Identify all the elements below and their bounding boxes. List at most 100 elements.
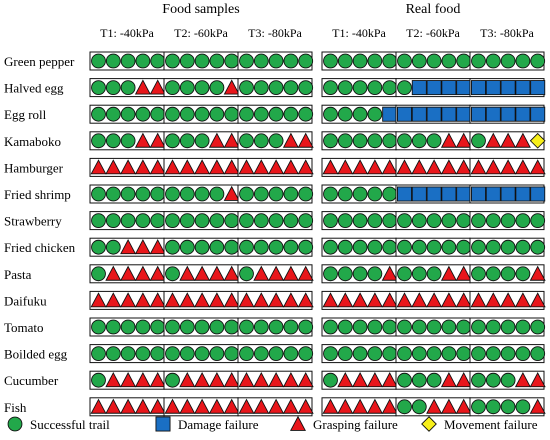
circle-successful-trail-marker (530, 319, 546, 335)
circle-successful-trail-marker (456, 346, 472, 361)
circle-successful-trail-marker (91, 213, 106, 229)
triangle-grasping-failure-marker (440, 159, 457, 175)
circle-successful-trail-marker (179, 213, 195, 229)
square-damage-failure-marker (515, 186, 531, 202)
circle-successful-trail-marker (194, 239, 210, 255)
circle-successful-trail-marker (397, 372, 412, 388)
food-label: Egg roll (4, 107, 47, 122)
circle-successful-trail-marker (194, 80, 210, 96)
circle-successful-trail-marker (283, 213, 299, 229)
circle-successful-trail-marker (105, 213, 121, 229)
triangle-grasping-failure-marker (282, 159, 299, 175)
circle-successful-trail-marker (337, 186, 353, 202)
circle-successful-trail-marker (367, 186, 383, 202)
triangle-grasping-failure-marker (529, 398, 546, 414)
triangle-grasping-failure-marker (455, 371, 472, 388)
circle-successful-trail-marker (485, 399, 501, 415)
circle-successful-trail-marker (298, 213, 314, 229)
square-damage-failure-marker (456, 106, 472, 122)
circle-successful-trail-marker (382, 186, 398, 202)
food-row: Boilded egg (4, 344, 546, 364)
circle-successful-trail-marker (150, 186, 166, 202)
legend-label: Damage failure (178, 417, 259, 432)
square-damage-failure-marker (441, 106, 457, 122)
circle-successful-trail-marker (268, 239, 284, 255)
circle-successful-trail-marker (91, 53, 106, 69)
circle-successful-trail-marker (367, 319, 383, 335)
circle-successful-trail-marker (209, 346, 225, 361)
circle-successful-trail-marker (382, 213, 398, 229)
circle-successful-trail-marker (337, 53, 353, 69)
condition-header: T1: -40kPa (332, 26, 386, 40)
triangle-grasping-failure-marker (149, 265, 166, 281)
triangle-grasping-failure-marker (149, 79, 166, 95)
circle-successful-trail-marker (179, 346, 195, 361)
square-damage-failure-marker (456, 186, 472, 202)
circle-successful-trail-marker (283, 239, 299, 255)
circle-successful-trail-marker (150, 213, 166, 229)
triangle-grasping-failure-marker (253, 398, 270, 414)
circle-successful-trail-marker (91, 186, 106, 202)
triangle-grasping-failure-marker (105, 265, 122, 281)
circle-successful-trail-marker (165, 186, 180, 202)
circle-successful-trail-marker (268, 53, 284, 69)
circle-successful-trail-marker (456, 319, 472, 335)
circle-successful-trail-marker (500, 319, 516, 335)
triangle-grasping-failure-marker (529, 265, 546, 281)
circle-successful-trail-marker (500, 213, 516, 229)
triangle-grasping-failure-marker (337, 292, 354, 308)
circle-successful-trail-marker (105, 186, 121, 202)
triangle-grasping-failure-marker (366, 159, 383, 175)
circle-successful-trail-marker (411, 239, 427, 255)
food-row: Fish (4, 397, 546, 417)
circle-successful-trail-marker (426, 372, 442, 388)
circle-successful-trail-marker (135, 186, 151, 202)
circle-successful-trail-marker (411, 266, 427, 282)
triangle-grasping-failure-marker (268, 292, 285, 308)
circle-successful-trail-marker (367, 80, 383, 96)
circle-successful-trail-marker (239, 133, 254, 149)
square-damage-failure-marker (515, 80, 531, 96)
triangle-grasping-failure-marker (134, 292, 151, 308)
circle-successful-trail-marker (382, 53, 398, 69)
triangle-grasping-failure-marker (297, 371, 314, 388)
circle-successful-trail-marker (120, 346, 136, 361)
circle-successful-trail-marker (194, 346, 210, 361)
triangle-grasping-failure-marker (396, 292, 413, 308)
circle-successful-trail-marker (485, 346, 501, 361)
square-damage-failure-marker (485, 186, 501, 202)
circle-successful-trail-marker (165, 239, 180, 255)
group-header: Food samples (162, 2, 239, 17)
circle-successful-trail-marker (298, 106, 314, 122)
triangle-grasping-failure-marker (105, 159, 122, 175)
square-damage-failure-marker (515, 106, 531, 122)
circle-successful-trail-marker (194, 213, 210, 229)
legend: Successful trail Damage failure Grasping f… (7, 415, 538, 432)
square-damage-failure-marker (500, 186, 516, 202)
triangle-grasping-failure-marker (194, 159, 211, 175)
circle-successful-trail-marker (253, 213, 269, 229)
triangle-grasping-failure-marker (134, 398, 151, 414)
circle-successful-trail-marker (397, 346, 412, 361)
circle-successful-trail-marker (352, 239, 368, 255)
circle-successful-trail-marker (165, 346, 180, 361)
circle-successful-trail-marker (411, 346, 427, 361)
circle-successful-trail-marker (382, 319, 398, 335)
square-damage-failure-marker (500, 80, 516, 96)
circle-successful-trail-marker (165, 266, 180, 282)
triangle-grasping-failure-marker (381, 292, 398, 308)
circle-successful-trail-marker (411, 213, 427, 229)
triangle-grasping-failure-marker (223, 185, 240, 201)
food-label: Daifuku (4, 293, 47, 308)
triangle-grasping-failure-marker (426, 159, 443, 175)
circle-successful-trail-marker (239, 266, 254, 282)
circle-successful-trail-marker (456, 213, 472, 229)
circle-successful-trail-marker (105, 53, 121, 69)
group-header: Real food (406, 2, 461, 17)
circle-successful-trail-marker (194, 319, 210, 335)
triangle-grasping-failure-marker (500, 132, 517, 148)
triangle-grasping-failure-marker (485, 292, 502, 308)
triangle-grasping-failure-marker (529, 292, 546, 308)
triangle-grasping-failure-marker (381, 265, 398, 281)
